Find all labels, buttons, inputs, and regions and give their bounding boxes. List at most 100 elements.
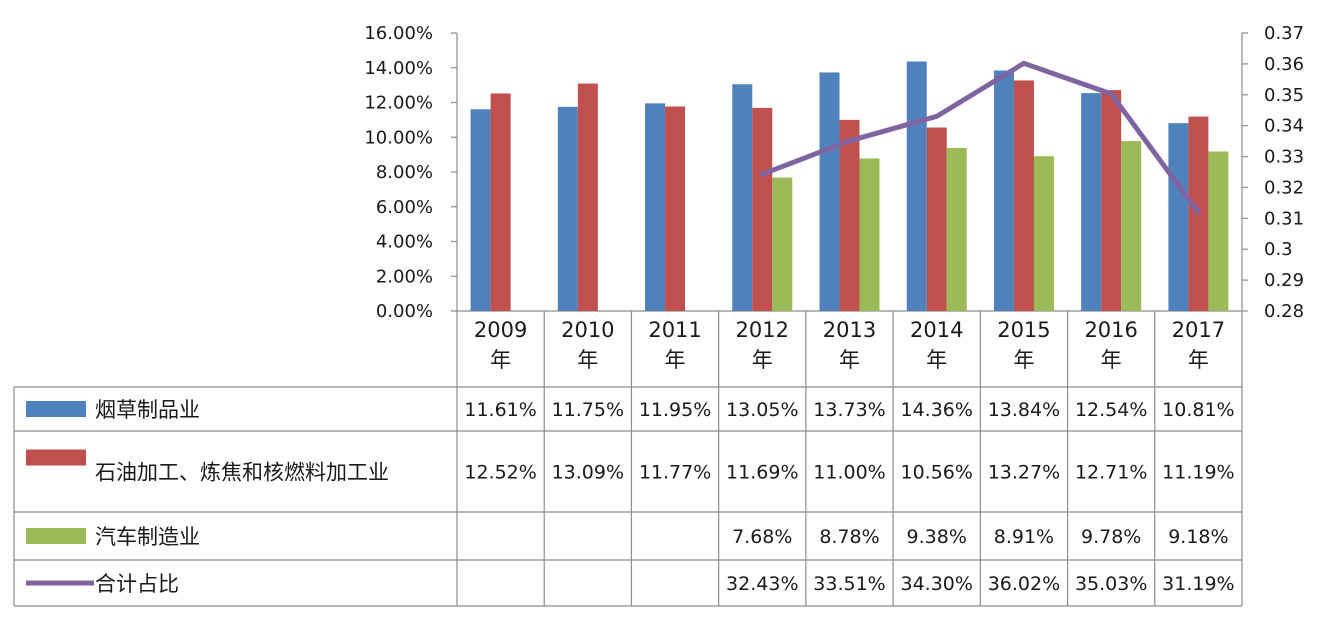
bar-2-2010年 bbox=[577, 83, 598, 311]
bar-2-2009年 bbox=[490, 93, 511, 311]
category-suffix: 年 bbox=[665, 348, 686, 372]
right-tick-label: 0.35 bbox=[1264, 85, 1304, 106]
data-table: 2009 年 2010 年 2011 年 2012 年 2013 年 2014 年 2015 年 2016 年… bbox=[13, 311, 1243, 607]
right-tick-label: 0.32 bbox=[1264, 177, 1304, 198]
bar-3-2015年 bbox=[1033, 156, 1054, 311]
data-label: 7.68% bbox=[732, 526, 792, 548]
category-label: 2010 年 bbox=[561, 318, 614, 372]
category-suffix: 年 bbox=[926, 348, 947, 372]
bar-series bbox=[470, 61, 1229, 312]
bar-1-2016年 bbox=[1081, 93, 1102, 312]
category-year: 2014 bbox=[910, 318, 963, 342]
right-tick-label: 0.37 bbox=[1264, 23, 1304, 44]
data-label: 13.09% bbox=[552, 462, 624, 484]
data-label: 11.95% bbox=[639, 399, 711, 421]
legend-key-1 bbox=[26, 401, 86, 417]
data-label: 13.84% bbox=[988, 399, 1060, 421]
data-label: 9.18% bbox=[1168, 526, 1228, 548]
left-tick-label: 8.00% bbox=[376, 162, 433, 183]
bar-2-2015年 bbox=[1013, 80, 1034, 311]
line-series bbox=[759, 60, 1201, 215]
category-label: 2013 年 bbox=[823, 318, 876, 372]
right-tick-label: 0.34 bbox=[1264, 116, 1304, 137]
category-label: 2017 年 bbox=[1172, 318, 1225, 372]
line-total-share bbox=[759, 60, 1201, 215]
bar-2-2012年 bbox=[752, 107, 773, 311]
bar-1-2009年 bbox=[470, 109, 491, 312]
left-tick-label: 0.00% bbox=[376, 301, 433, 322]
left-tick-label: 2.00% bbox=[376, 266, 433, 287]
right-tick-label: 0.29 bbox=[1264, 270, 1304, 291]
bar-3-2013年 bbox=[859, 158, 880, 311]
bar-1-2012年 bbox=[732, 84, 753, 311]
data-label: 11.69% bbox=[726, 462, 798, 484]
category-suffix: 年 bbox=[1101, 348, 1122, 372]
legend-label-2: 石油加工、炼焦和核燃料加工业 bbox=[95, 461, 389, 485]
data-label: 8.91% bbox=[994, 526, 1054, 548]
category-suffix: 年 bbox=[1188, 348, 1209, 372]
legend-key-2 bbox=[26, 449, 86, 466]
category-year: 2015 bbox=[997, 318, 1050, 342]
data-label: 36.02% bbox=[988, 573, 1060, 595]
bar-1-2014年 bbox=[906, 61, 927, 312]
left-tick-label: 10.00% bbox=[364, 127, 433, 148]
bar-3-2016年 bbox=[1121, 141, 1142, 311]
left-tick-label: 14.00% bbox=[364, 58, 433, 79]
left-tick-label: 4.00% bbox=[376, 232, 433, 253]
legend-label-1: 烟草制品业 bbox=[95, 398, 200, 422]
chart-axes: 0.00% 2.00% 4.00% 6.00% 8.00% 10.00% 12.00% 14.… bbox=[364, 23, 1304, 322]
data-label: 34.30% bbox=[900, 573, 972, 595]
data-label: 8.78% bbox=[819, 526, 879, 548]
data-label: 13.73% bbox=[813, 399, 885, 421]
bar-2-2013年 bbox=[839, 119, 860, 311]
left-tick-label: 6.00% bbox=[376, 197, 433, 218]
bar-3-2017年 bbox=[1208, 151, 1229, 311]
bar-3-2014年 bbox=[946, 148, 967, 311]
bar-1-2017年 bbox=[1168, 123, 1189, 312]
category-suffix: 年 bbox=[1013, 348, 1034, 372]
data-label: 9.38% bbox=[907, 526, 967, 548]
data-label: 31.19% bbox=[1162, 573, 1234, 595]
category-label: 2014 年 bbox=[910, 318, 963, 372]
data-label: 13.05% bbox=[726, 399, 798, 421]
data-label: 11.00% bbox=[813, 462, 885, 484]
category-label: 2015 年 bbox=[997, 318, 1050, 372]
data-label: 35.03% bbox=[1075, 573, 1147, 595]
legend-label-4: 合计占比 bbox=[95, 572, 179, 596]
bar-3-2012年 bbox=[772, 177, 793, 311]
data-label: 32.43% bbox=[726, 573, 798, 595]
bar-2-2016年 bbox=[1101, 90, 1122, 311]
category-year: 2012 bbox=[736, 318, 789, 342]
right-tick-label: 0.33 bbox=[1264, 147, 1304, 168]
bar-2-2014年 bbox=[926, 127, 947, 312]
bar-1-2010年 bbox=[557, 106, 578, 311]
left-tick-label: 16.00% bbox=[364, 23, 433, 44]
data-label: 10.81% bbox=[1162, 399, 1234, 421]
data-label: 13.27% bbox=[988, 462, 1060, 484]
right-tick-label: 0.28 bbox=[1264, 301, 1304, 322]
legend-label-3: 汽车制造业 bbox=[95, 525, 200, 549]
data-label: 10.56% bbox=[900, 462, 972, 484]
category-suffix: 年 bbox=[490, 348, 511, 372]
category-label: 2011 年 bbox=[648, 318, 701, 372]
category-label: 2016 年 bbox=[1084, 318, 1137, 372]
bar-1-2011年 bbox=[645, 103, 666, 312]
data-label: 12.52% bbox=[464, 462, 536, 484]
category-suffix: 年 bbox=[577, 348, 598, 372]
left-tick-label: 12.00% bbox=[364, 93, 433, 114]
right-tick-label: 0.36 bbox=[1264, 54, 1304, 75]
category-year: 2010 bbox=[561, 318, 614, 342]
data-label: 33.51% bbox=[813, 573, 885, 595]
legend-key-3 bbox=[26, 528, 86, 544]
category-suffix: 年 bbox=[752, 348, 773, 372]
bar-1-2015年 bbox=[993, 70, 1014, 311]
category-label: 2012 年 bbox=[736, 318, 789, 372]
right-tick-label: 0.3 bbox=[1264, 239, 1293, 260]
data-label: 9.78% bbox=[1081, 526, 1141, 548]
category-year: 2017 bbox=[1172, 318, 1225, 342]
category-year: 2013 bbox=[823, 318, 876, 342]
data-label: 11.77% bbox=[639, 462, 711, 484]
data-label: 14.36% bbox=[900, 399, 972, 421]
data-label: 12.71% bbox=[1075, 462, 1147, 484]
category-year: 2009 bbox=[474, 318, 527, 342]
